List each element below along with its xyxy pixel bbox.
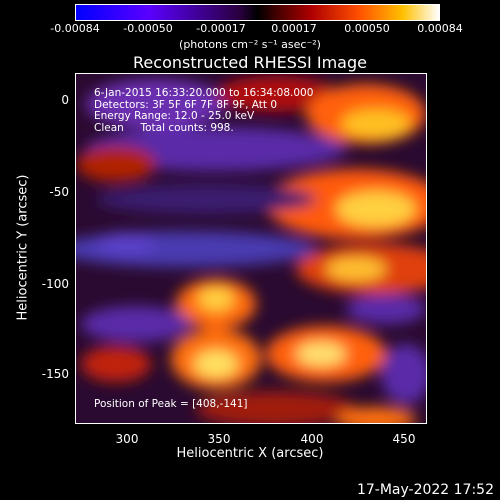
colorbar-tick: -0.00050 bbox=[123, 22, 173, 35]
info-energy: Energy Range: 12.0 - 25.0 keV bbox=[94, 110, 255, 122]
info-time: 6-Jan-2015 16:33:20.000 to 16:34:08.000 bbox=[94, 87, 314, 99]
x-tick: 450 bbox=[392, 432, 416, 446]
colorbar-units: (photons cm⁻² s⁻¹ asec⁻²) bbox=[179, 38, 321, 51]
timestamp: 17-May-2022 17:52 bbox=[356, 482, 494, 498]
x-axis-label: Heliocentric X (arcsec) bbox=[176, 446, 324, 461]
y-tick: 0 bbox=[61, 93, 69, 107]
info-method: Clean Total counts: 998. bbox=[94, 121, 234, 134]
colorbar-tick: -0.00084 bbox=[50, 22, 100, 35]
y-tick: -50 bbox=[49, 185, 69, 199]
plot-title: Reconstructed RHESSI Image bbox=[133, 53, 367, 72]
reconstructed-image bbox=[76, 74, 426, 423]
colorbar-tick: 0.00084 bbox=[417, 22, 463, 35]
info-detectors: Detectors: 3F 5F 6F 7F 8F 9F, Att 0 bbox=[94, 98, 278, 111]
colorbar bbox=[75, 4, 440, 21]
y-tick: -100 bbox=[41, 277, 69, 291]
image-plot bbox=[75, 73, 427, 424]
y-axis-label: Heliocentric Y (arcsec) bbox=[15, 174, 31, 321]
x-tick: 400 bbox=[300, 432, 324, 446]
x-tick: 350 bbox=[207, 432, 231, 446]
colorbar-tick: 0.00017 bbox=[271, 22, 317, 35]
colorbar-gradient bbox=[76, 5, 439, 20]
y-tick: -150 bbox=[41, 367, 69, 381]
info-block: 6-Jan-2015 16:33:20.000 to 16:34:08.000 … bbox=[94, 87, 314, 134]
peak-position: Position of Peak = [408,-141] bbox=[94, 398, 248, 410]
x-tick: 300 bbox=[115, 432, 139, 446]
colorbar-tick: -0.00017 bbox=[196, 22, 246, 35]
colorbar-tick: 0.00050 bbox=[344, 22, 390, 35]
